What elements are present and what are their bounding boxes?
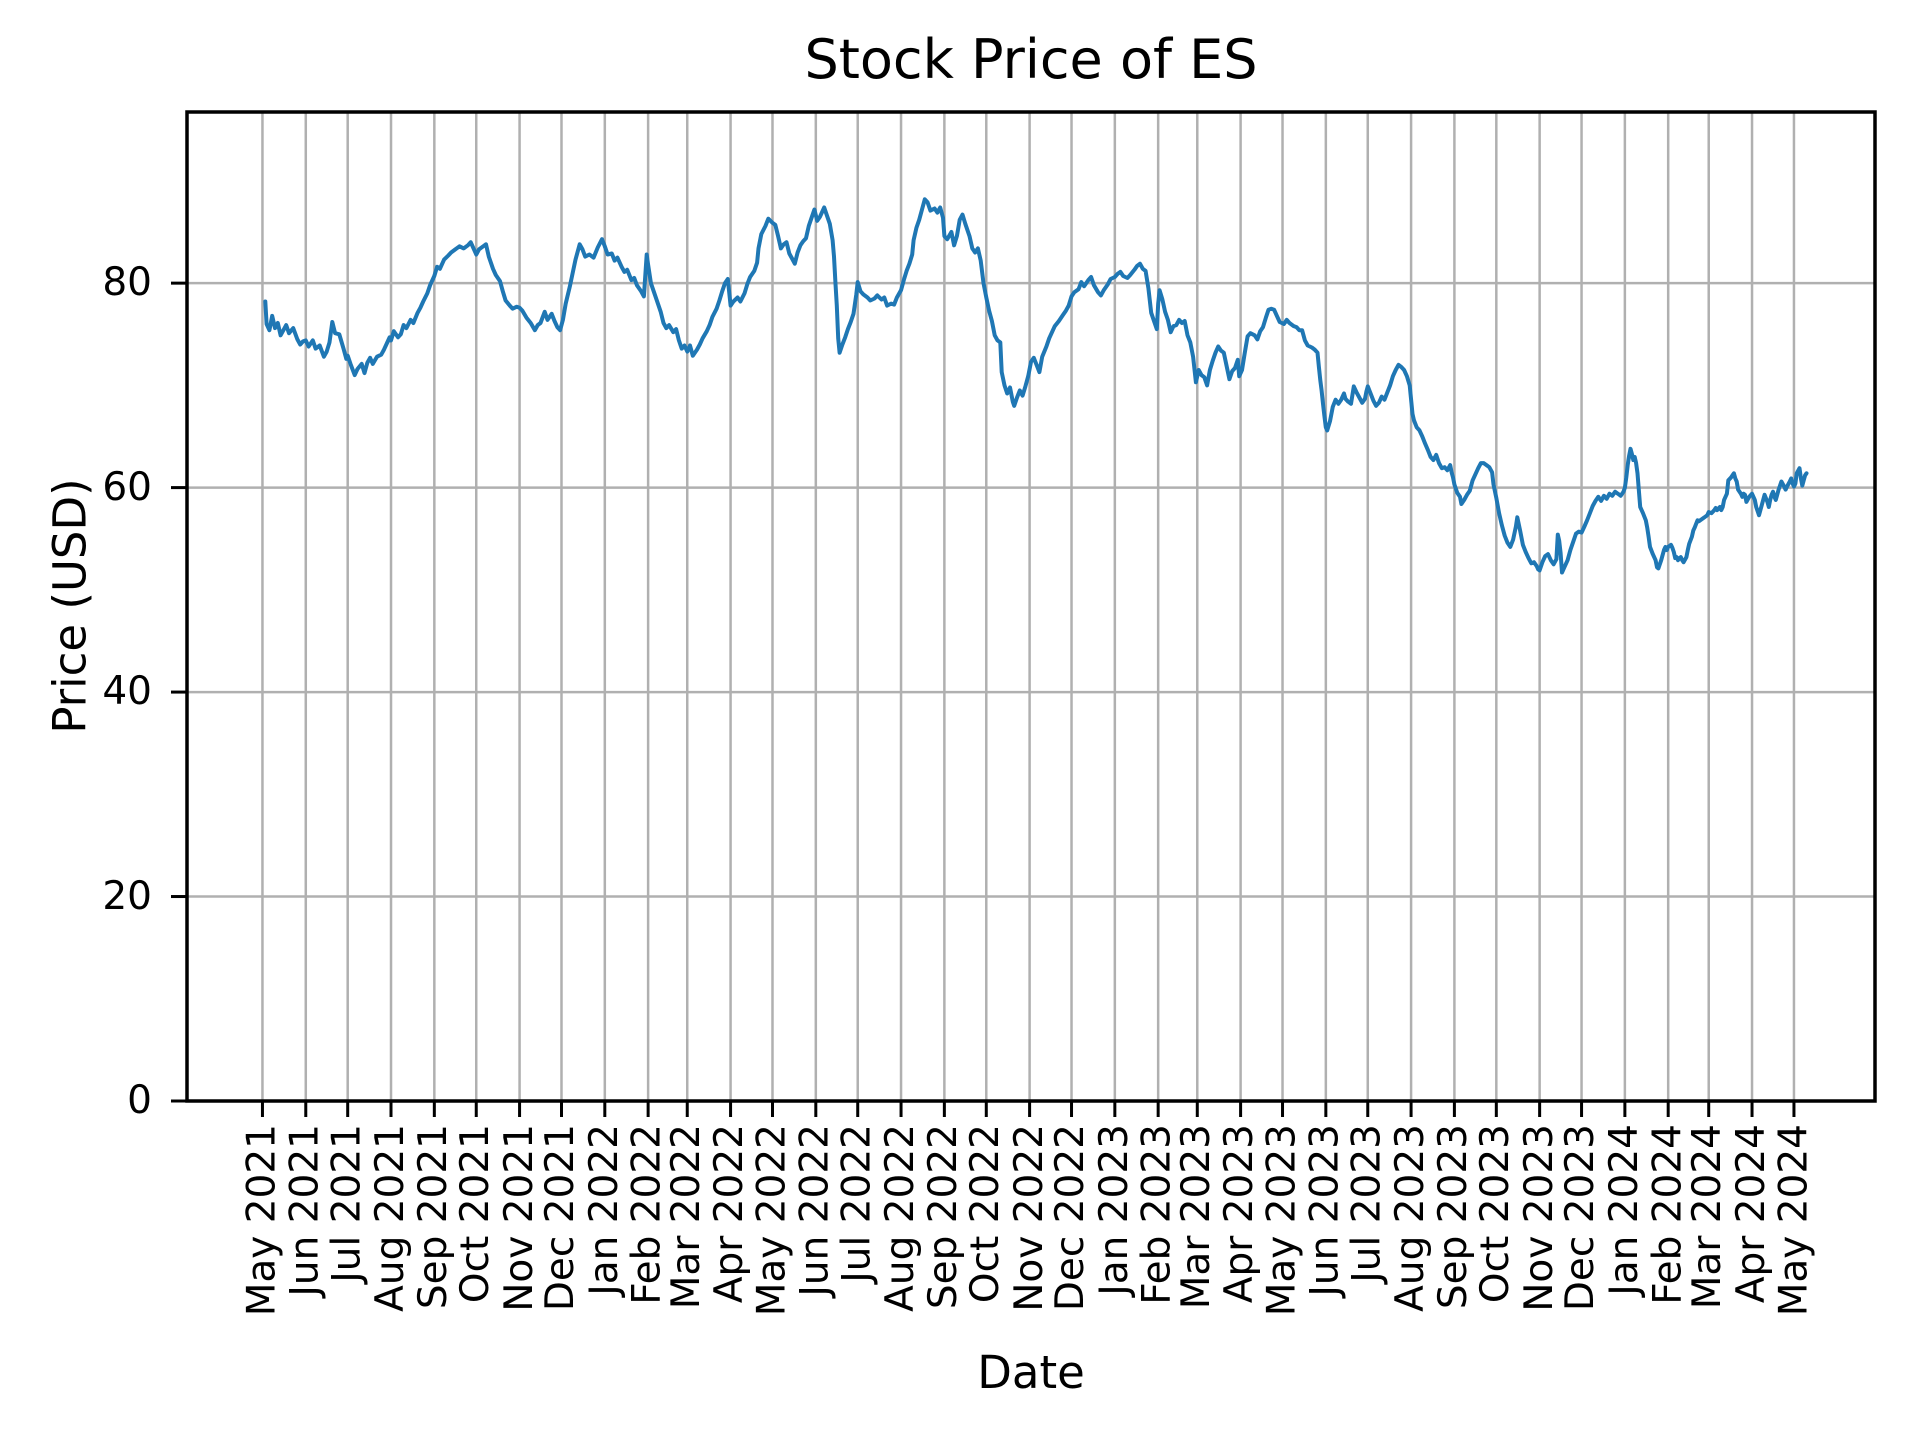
x-tick-label-mar-2023: Mar 2023	[1174, 1124, 1220, 1310]
x-tick-label-apr-2022: Apr 2022	[707, 1124, 753, 1304]
y-tick-label-80: 80	[102, 260, 152, 306]
x-tick-label-nov-2023: Nov 2023	[1516, 1124, 1562, 1312]
x-tick-label-dec-2021: Dec 2021	[538, 1124, 584, 1312]
x-tick-label-jan-2022: Jan 2022	[581, 1124, 627, 1296]
x-tick-label-jun-2022: Jun 2022	[792, 1124, 838, 1297]
x-tick-label-oct-2022: Oct 2022	[963, 1124, 1009, 1304]
x-tick-label-oct-2023: Oct 2023	[1473, 1124, 1519, 1304]
x-tick-label-sep-2021: Sep 2021	[411, 1124, 457, 1310]
x-tick-label-aug-2022: Aug 2022	[878, 1124, 924, 1312]
y-tick-label-20: 20	[102, 873, 152, 919]
x-tick-label-jun-2021: Jun 2021	[282, 1124, 328, 1297]
x-tick-label-jul-2022: Jul 2022	[834, 1124, 880, 1283]
axes-spines	[185, 110, 1877, 1103]
x-tick-label-mar-2024: Mar 2024	[1685, 1124, 1731, 1310]
price-line-series	[263, 197, 1809, 575]
x-tick-label-aug-2021: Aug 2021	[368, 1124, 414, 1312]
x-axis-label: Date	[977, 1346, 1085, 1399]
x-tick-label-may-2023: May 2023	[1259, 1124, 1305, 1317]
y-tick-label-40: 40	[102, 669, 152, 715]
x-tick-label-may-2021: May 2021	[239, 1124, 285, 1317]
x-tick-label-aug-2023: Aug 2023	[1388, 1124, 1434, 1312]
x-tick-label-nov-2021: Nov 2021	[496, 1124, 542, 1312]
x-tick-label-nov-2022: Nov 2022	[1006, 1124, 1052, 1312]
x-tick-label-jul-2023: Jul 2023	[1344, 1124, 1390, 1283]
x-tick-label-may-2022: May 2022	[749, 1124, 795, 1317]
x-tick-label-oct-2021: Oct 2021	[453, 1124, 499, 1304]
x-tick-label-dec-2023: Dec 2023	[1558, 1124, 1604, 1312]
x-tick-label-jul-2021: Jul 2021	[324, 1124, 370, 1283]
x-tick-label-jan-2023: Jan 2023	[1091, 1124, 1137, 1296]
x-tick-label-jun-2023: Jun 2023	[1302, 1124, 1348, 1297]
x-tick-label-may-2024: May 2024	[1770, 1124, 1816, 1317]
y-tick-label-0: 0	[127, 1078, 152, 1123]
x-tick-label-dec-2022: Dec 2022	[1048, 1124, 1094, 1312]
y-tick-label-60: 60	[102, 464, 152, 510]
x-tick-label-jan-2024: Jan 2024	[1601, 1124, 1647, 1296]
x-tick-label-apr-2024: Apr 2024	[1729, 1124, 1775, 1304]
x-tick-label-apr-2023: Apr 2023	[1217, 1124, 1263, 1304]
x-tick-label-mar-2022: Mar 2022	[664, 1124, 710, 1310]
x-tick-label-sep-2022: Sep 2022	[921, 1124, 967, 1310]
chart-title: Stock Price of ES	[804, 28, 1258, 91]
x-tick-label-sep-2023: Sep 2023	[1431, 1124, 1477, 1310]
